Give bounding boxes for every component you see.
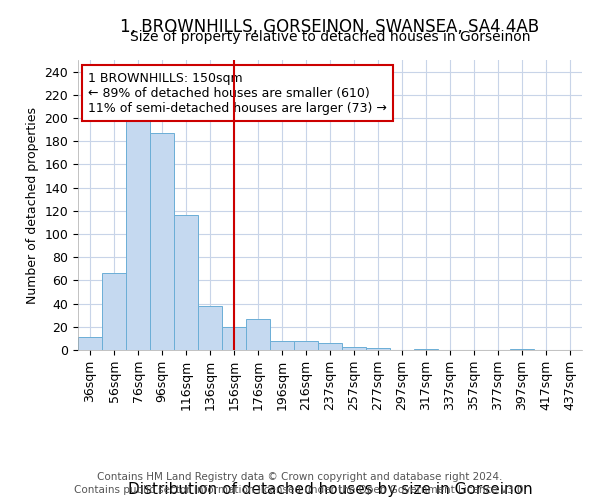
Y-axis label: Number of detached properties: Number of detached properties — [26, 106, 39, 304]
Bar — [174, 216, 198, 350]
X-axis label: Distribution of detached houses by size in Gorseinon: Distribution of detached houses by size … — [128, 482, 532, 498]
Text: 1 BROWNHILLS: 150sqm
← 89% of detached houses are smaller (610)
11% of semi-deta: 1 BROWNHILLS: 150sqm ← 89% of detached h… — [88, 72, 387, 114]
Bar — [198, 306, 222, 350]
Bar — [246, 318, 270, 350]
Text: Contains public sector information licensed under the Open Government Licence v3: Contains public sector information licen… — [74, 485, 526, 495]
Bar — [270, 340, 294, 350]
Text: Size of property relative to detached houses in Gorseinon: Size of property relative to detached ho… — [130, 30, 530, 44]
Bar — [414, 349, 438, 350]
Bar — [78, 337, 102, 350]
Bar — [126, 119, 150, 350]
Bar — [222, 327, 246, 350]
Bar — [342, 346, 366, 350]
Bar — [318, 343, 342, 350]
Text: 1, BROWNHILLS, GORSEINON, SWANSEA, SA4 4AB: 1, BROWNHILLS, GORSEINON, SWANSEA, SA4 4… — [121, 18, 539, 36]
Bar — [102, 274, 126, 350]
Bar — [294, 340, 318, 350]
Bar — [150, 133, 174, 350]
Text: Contains HM Land Registry data © Crown copyright and database right 2024.: Contains HM Land Registry data © Crown c… — [97, 472, 503, 482]
Bar — [510, 349, 534, 350]
Bar — [366, 348, 390, 350]
